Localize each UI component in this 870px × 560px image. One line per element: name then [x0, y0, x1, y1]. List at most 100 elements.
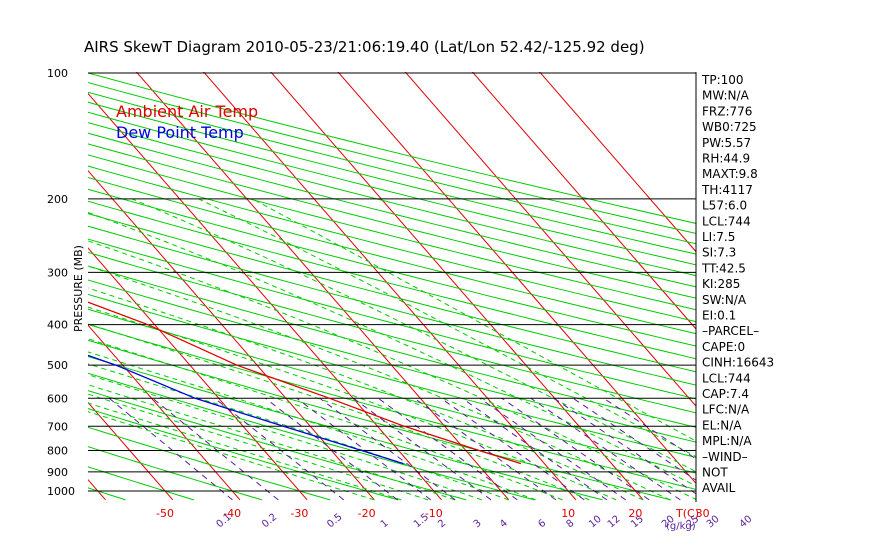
mixing-ratio-line [377, 397, 518, 501]
side-panel-item: TH:4117 [701, 183, 753, 197]
y-axis-label: PRESSURE (MB) [72, 245, 85, 332]
moist-adiabat-line [88, 384, 456, 501]
bottom-temp-tick-label: -50 [156, 507, 174, 520]
pressure-tick-label: 600 [47, 392, 68, 405]
side-panel-item: TP:100 [701, 73, 744, 87]
isotherm-line [88, 324, 241, 501]
mixing-ratio-line [479, 397, 626, 501]
mixing-ratio-line [414, 397, 557, 501]
pressure-tick-label: 800 [47, 444, 68, 457]
dry-adiabat-line [88, 143, 696, 299]
isotherm-line [88, 170, 375, 501]
side-panel-item: LCL:744 [702, 214, 751, 228]
isotherm-line [203, 72, 577, 501]
side-panel-item: TT:42.5 [701, 261, 746, 275]
mixing-ratio-tick-label: 0.5 [325, 512, 344, 531]
dry-adiabat-line [88, 323, 696, 490]
legend-ambient: Ambient Air Temp [116, 102, 258, 121]
moist-adiabat-line [88, 351, 536, 501]
pressure-tick-label: 1000 [47, 485, 75, 498]
mixing-ratio-tick-label: 8 [564, 518, 576, 531]
mixing-ratio-tick-label: 2 [436, 518, 448, 531]
pressure-tick-label: 700 [47, 420, 68, 433]
isotherm-line [88, 247, 308, 501]
mixing-ratio-tick-label: 12 [606, 514, 623, 531]
side-panel-item: PW:5.57 [702, 136, 751, 150]
dry-adiabat-line [88, 111, 696, 266]
dry-adiabat-line [88, 122, 696, 277]
pressure-tick-label: 300 [47, 266, 68, 279]
dry-adiabat-line [88, 213, 696, 373]
side-panel-item: KI:285 [702, 277, 740, 291]
moist-adiabat-line [198, 198, 696, 458]
moist-adiabat-line [88, 240, 696, 501]
side-panel-item: MW:N/A [702, 89, 750, 103]
diagram-grid [88, 72, 696, 501]
mixing-ratio-line [603, 397, 696, 460]
pressure-tick-label: 200 [47, 193, 68, 206]
dry-adiabat-line [88, 132, 696, 288]
dry-adiabat-line [88, 165, 696, 323]
side-panel-item: RH:44.9 [702, 152, 750, 166]
side-panel-item: LFC:N/A [702, 403, 750, 417]
mixing-ratio-line [461, 397, 608, 501]
moist-adiabat-line [88, 323, 590, 501]
moist-adiabat-line [88, 306, 617, 501]
side-panel-item: NOT [702, 466, 728, 480]
dry-adiabat-line [88, 188, 696, 347]
dry-adiabat-line [88, 487, 126, 501]
mixing-ratio-line [572, 397, 696, 481]
profile-lines [88, 301, 522, 465]
mixing-ratio-line [265, 397, 398, 501]
mixing-ratio-line [152, 397, 279, 501]
mixing-ratio-line [214, 397, 345, 501]
moist-adiabat-line [88, 393, 429, 501]
dry-adiabat-line [88, 101, 696, 255]
dry-adiabat-line [88, 426, 331, 501]
dewpoint-series [88, 354, 404, 465]
side-panel-item: CAPE:0 [702, 340, 745, 354]
dry-adiabat-line [88, 408, 399, 501]
moist-adiabat-line [88, 374, 482, 501]
moist-adiabat-line [88, 265, 671, 501]
side-panel-item: SI:7.3 [702, 246, 736, 260]
pressure-tick-label: 500 [47, 359, 68, 372]
bottom-temp-tick-label: -20 [358, 507, 376, 520]
axis-labels: 100 200 300 400 500 600 700 800 900 1000 -50 -40 -30… [47, 67, 755, 532]
side-panel-item: AVAIL [702, 481, 736, 495]
moist-adiabat-line [252, 198, 696, 442]
side-panel-item: –PARCEL– [702, 324, 759, 338]
chart-title: AIRS SkewT Diagram 2010-05-23/21:06:19.4… [84, 38, 645, 56]
mixing-ratio-tick-label: 0.2 [260, 512, 279, 531]
dry-adiabat-line [88, 279, 696, 443]
dry-adiabat-line [88, 308, 696, 474]
dry-adiabat-line [88, 446, 263, 501]
legend-dewpoint: Dew Point Temp [116, 123, 244, 142]
dry-adiabat-line [88, 466, 194, 501]
bottom-temp-tick-label: 20 [628, 507, 642, 520]
side-panel-item: LCL:744 [702, 371, 751, 385]
bottom-temp-tick-label: 30 [696, 507, 710, 520]
moist-adiabat-line [88, 402, 402, 501]
mixing-ratio-tick-label: 4 [498, 518, 510, 531]
side-panel-item: FRZ:776 [702, 104, 752, 118]
side-panel-item: CAP:7.4 [702, 387, 749, 401]
side-panel-item: LI:7.5 [702, 230, 735, 244]
mixing-ratio-line [353, 397, 492, 501]
bottom-temp-tick-label: -40 [223, 507, 241, 520]
side-panel-item: MAXT:9.8 [702, 167, 758, 181]
side-panel-item: CINH:16643 [702, 356, 774, 370]
moist-adiabat-line [88, 338, 563, 501]
side-panel-item: L57:6.0 [702, 199, 747, 213]
mixing-ratio-tick-label: 40 [738, 514, 755, 531]
moist-adiabat-line [88, 363, 509, 501]
isotherm-line [88, 401, 174, 501]
side-panel-item: SW:N/A [702, 293, 747, 307]
mixing-ratio-line [108, 397, 233, 501]
isotherm-line [88, 92, 442, 501]
pressure-tick-label: 400 [47, 319, 68, 332]
isotherm-line [539, 72, 696, 253]
side-panel-item: EI:0.1 [702, 309, 736, 323]
